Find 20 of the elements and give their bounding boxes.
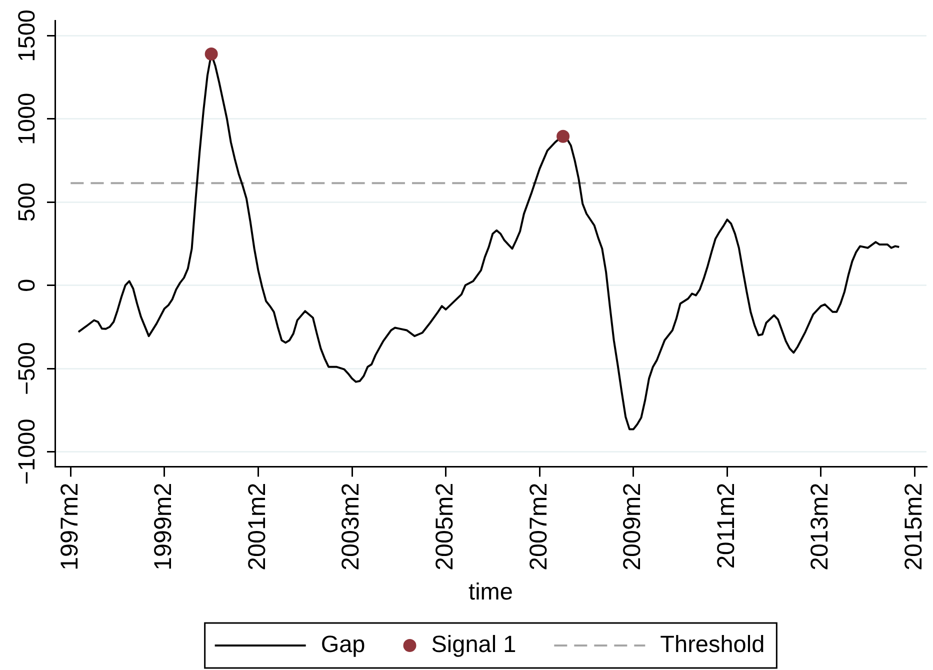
x-tick-label: 1999m2: [150, 482, 178, 571]
y-tick-label: −1000: [13, 418, 40, 485]
x-tick-label: 2003m2: [338, 482, 365, 571]
x-tick-label: 2007m2: [525, 482, 552, 571]
x-tick-label: 2001m2: [244, 482, 271, 571]
y-tick-label: 1000: [13, 92, 40, 146]
y-tick-label: 500: [13, 182, 40, 222]
x-tick-label: 1997m2: [56, 482, 84, 571]
y-tick-label: 0: [13, 278, 40, 292]
legend-label: Gap: [320, 630, 366, 657]
y-tick-label: 1500: [13, 10, 40, 62]
x-tick-label: 2005m2: [432, 482, 459, 571]
x-axis-title: time: [468, 578, 513, 604]
x-tick-label: 2015m2: [900, 482, 928, 571]
x-tick-label: 2013m2: [806, 482, 834, 571]
x-tick-label: 2009m2: [619, 482, 646, 571]
legend-label: Threshold: [660, 630, 765, 657]
x-tick-label: 2011m2: [712, 482, 740, 569]
legend-label: Signal 1: [431, 630, 516, 657]
y-tick-label: −500: [13, 342, 40, 395]
